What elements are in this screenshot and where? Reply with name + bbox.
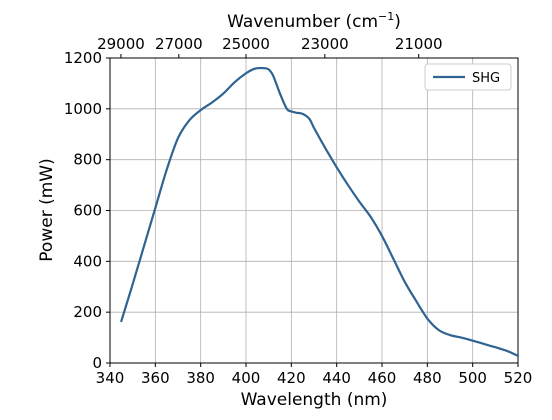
x-tick-label: 440: [322, 369, 351, 387]
y-tick-label: 600: [73, 202, 102, 220]
grid: [109, 57, 519, 364]
x-tick-label: 420: [277, 369, 306, 387]
top-tick-label: 23000: [301, 35, 349, 53]
x-tick-label: 400: [232, 369, 261, 387]
y-axis-title: Power (mW): [37, 158, 57, 261]
y-tick-label: 800: [73, 151, 102, 169]
top-x-axis: 29000 27000 25000 23000 21000: [97, 35, 443, 58]
top-tick-label: 25000: [222, 35, 270, 53]
x-axis-title: Wavelength (nm): [241, 390, 388, 410]
legend-label-shg: SHG: [472, 71, 500, 86]
y-tick-label: 1000: [64, 100, 102, 118]
y-tick-label: 0: [92, 354, 102, 372]
bottom-x-axis: 340 360 380 400 420 440 460 480 500 520: [96, 363, 533, 387]
x-tick-label: 520: [504, 369, 533, 387]
y-tick-label: 1200: [64, 49, 102, 67]
x-tick-label: 500: [458, 369, 487, 387]
y-tick-label: 400: [73, 252, 102, 270]
x-tick-label: 460: [368, 369, 397, 387]
y-axis: 0 200 400 600 800 1000 1200: [64, 49, 110, 372]
x-tick-label: 340: [96, 369, 125, 387]
top-tick-label: 29000: [97, 35, 145, 53]
top-tick-label: 21000: [395, 35, 443, 53]
x-tick-label: 380: [186, 369, 215, 387]
legend: SHG: [424, 63, 512, 91]
x-tick-label: 480: [413, 369, 442, 387]
y-tick-label: 200: [73, 303, 102, 321]
top-axis-title-exponent: −1: [378, 10, 394, 23]
top-tick-label: 27000: [155, 35, 203, 53]
legend-box: [424, 63, 512, 91]
top-axis-title: Wavenumber (cm−1): [227, 10, 401, 32]
x-tick-label: 360: [141, 369, 170, 387]
series-line-shg: [120, 66, 520, 357]
